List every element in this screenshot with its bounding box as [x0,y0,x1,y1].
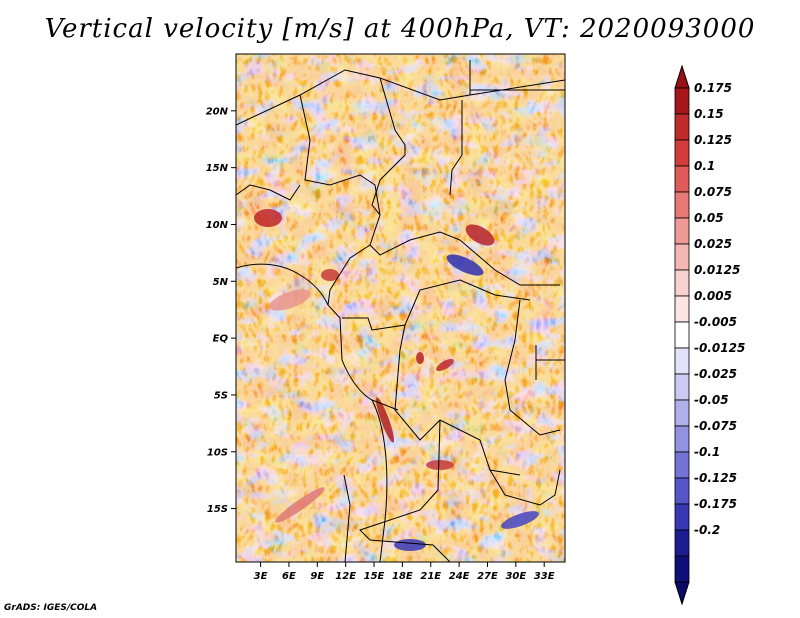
colorbar-swatch [674,217,690,245]
x-tick-label: 12E [335,571,356,582]
y-axis: 20N 15N 10N 5N EQ 5S 10S 15S [206,106,236,515]
x-axis: 3E 6E 9E 12E 15E 18E 21E 24E 27E 30E 33E [254,562,555,582]
country-borders [236,60,565,562]
colorbar-swatch [674,399,690,427]
colorbar-label: -0.2 [694,523,720,537]
x-tick-label: 21E [420,571,441,582]
colorbar-swatch [674,451,690,479]
colorbar-swatch [674,321,690,349]
colorbar-label: 0.1 [694,159,715,173]
y-tick-label: 15S [207,504,228,515]
map-area [236,54,565,562]
colorbar-swatch [674,503,690,531]
x-tick-label: 6E [282,571,296,582]
colorbar-swatch [674,295,690,323]
colorbar-swatch [674,87,690,115]
colorbar-label: -0.0125 [694,341,745,355]
y-tick-label: 15N [206,163,229,174]
colorbar-label: 0.125 [694,133,732,147]
y-tick-label: 5N [213,277,229,288]
colorbar-label: 0.005 [694,289,732,303]
x-tick-label: 33E [534,571,555,582]
colorbar-label: -0.025 [694,367,737,381]
colorbar: 0.175 0.15 0.125 0.1 0.075 0.05 0.025 0.0125 0.0… [674,64,745,606]
colorbar-label: -0.05 [694,393,729,407]
x-tick-label: 18E [392,571,413,582]
colorbar-swatch [674,139,690,167]
colorbar-label: -0.1 [694,445,720,459]
colorbar-label: -0.075 [694,419,737,433]
grads-credit: GrADS: IGES/COLA [4,603,98,613]
intense-cells [254,209,539,551]
colorbar-label: -0.125 [694,471,737,485]
colorbar-swatch [674,555,690,583]
x-tick-label: 3E [254,571,268,582]
colorbar-swatch [674,529,690,557]
colorbar-label: -0.175 [694,497,737,511]
chart-title: Vertical velocity [m/s] at 400hPa, VT: 2… [44,14,756,44]
colorbar-swatch [674,191,690,219]
colorbar-bottom-arrow [674,581,690,606]
y-tick-label: 20N [206,106,229,117]
colorbar-label: 0.025 [694,237,732,251]
colorbar-swatch [674,165,690,193]
colorbar-swatch [674,269,690,297]
colorbar-label: 0.075 [694,185,732,199]
y-tick-label: 5S [214,390,228,401]
y-tick-label: EQ [213,334,229,345]
x-tick-label: 9E [310,571,324,582]
y-tick-label: 10S [207,447,228,458]
colorbar-label: 0.0125 [694,263,740,277]
colorbar-swatch [674,243,690,271]
x-tick-label: 30E [505,571,526,582]
colorbar-swatch [674,347,690,375]
colorbar-swatch [674,425,690,453]
colorbar-label: 0.05 [694,211,724,225]
colorbar-swatch [674,113,690,141]
colorbar-swatch [674,477,690,505]
map-frame [235,53,566,563]
colorbar-swatch [674,373,690,401]
x-tick-label: 27E [477,571,498,582]
y-tick-label: 10N [206,220,229,231]
colorbar-top-arrow [674,64,690,89]
x-tick-label: 15E [364,571,385,582]
colorbar-label: 0.175 [694,81,732,95]
x-tick-label: 24E [449,571,470,582]
colorbar-label: 0.15 [694,107,724,121]
colorbar-label: -0.005 [694,315,737,329]
